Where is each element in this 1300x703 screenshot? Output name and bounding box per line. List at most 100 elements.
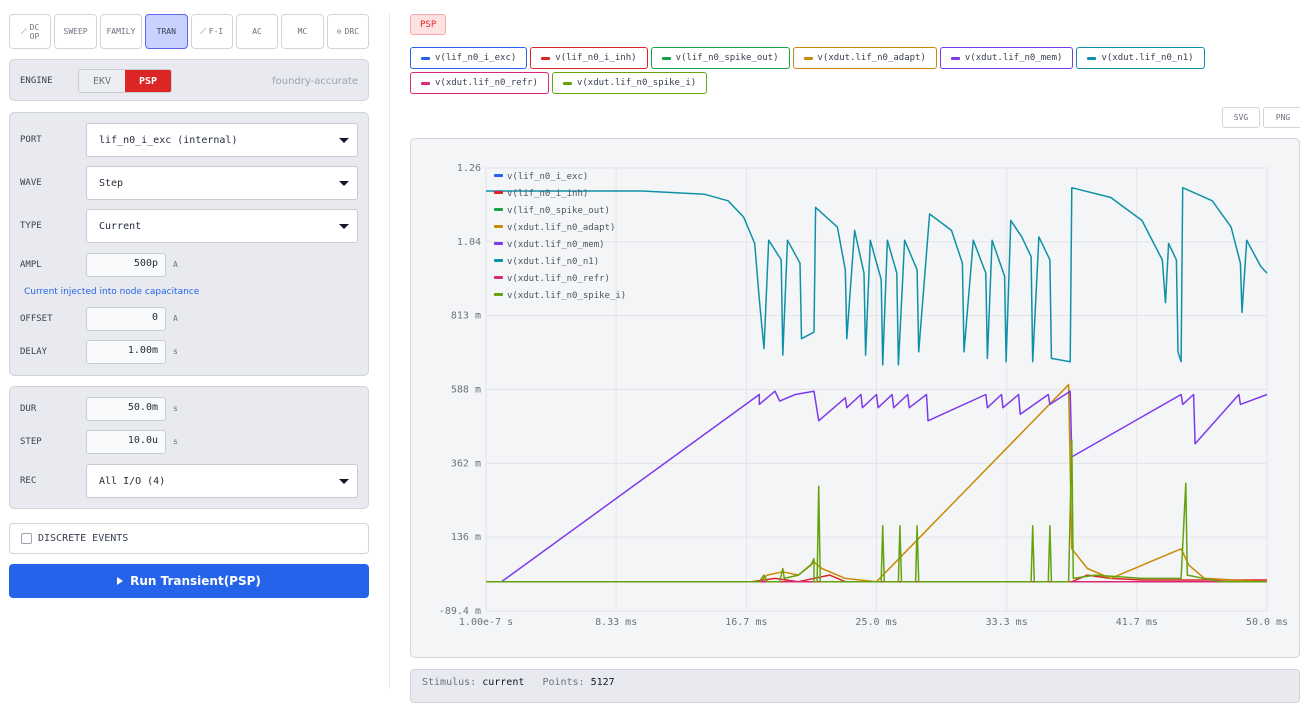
legend-swatch — [494, 259, 503, 262]
signal-chip-label: v(lif_n0_spike_out) — [675, 53, 779, 63]
signal-chip[interactable]: v(lif_n0_spike_out) — [650, 47, 790, 69]
sim-card: DUR 50.0m s STEP 10.0u s REC All I/O (4) — [9, 386, 369, 509]
signal-chip[interactable]: v(xdut.lif_n0_adapt) — [792, 47, 937, 69]
run-button[interactable]: Run Transient(PSP) — [9, 564, 369, 598]
rec-label: REC — [20, 476, 37, 486]
signal-chip-label: v(xdut.lif_n0_spike_i) — [576, 78, 697, 88]
legend-swatch — [494, 242, 503, 245]
wave-select[interactable]: Step — [86, 166, 358, 200]
left-panel: ⟋ DC OP SWEEP FAMILY TRAN ⟋ F-I AC MC ⊙ DRC ENGINE… — [9, 14, 369, 598]
mode-tab-label: DC OP — [29, 22, 40, 41]
chevron-down-icon — [339, 138, 349, 143]
engine-toggle: EKV PSP — [78, 69, 172, 93]
type-label: TYPE — [20, 221, 42, 231]
type-select[interactable]: Current — [86, 209, 358, 243]
legend-label: v(lif_n0_i_inh) — [507, 189, 588, 199]
mode-tab-drc[interactable]: ⊙ DRC — [326, 14, 369, 49]
engine-card: ENGINE EKV PSP foundry-accurate — [9, 59, 369, 101]
engine-option-psp[interactable]: PSP — [125, 70, 171, 92]
mode-tab-label: DRC — [344, 27, 359, 36]
mode-tab-sweep[interactable]: SWEEP — [54, 14, 97, 49]
y-tick-label: -89.4 m — [439, 606, 481, 617]
chevron-down-icon — [339, 181, 349, 186]
x-tick-label: 1.00e-7 s — [459, 617, 513, 628]
mode-tab-mc[interactable]: MC — [281, 14, 324, 49]
legend-label: v(xdut.lif_n0_refr) — [507, 274, 610, 284]
mode-tab-dc-op[interactable]: ⟋ DC OP — [9, 14, 52, 49]
mode-tab-f-i[interactable]: ⟋ F-I — [190, 14, 233, 49]
mode-tab-label: AC — [252, 27, 262, 36]
stimulus-card: PORT lif_n0_i_exc (internal) WAVE Step T… — [9, 112, 369, 376]
rec-select[interactable]: All I/O (4) — [86, 464, 358, 498]
ampl-label: AMPL — [20, 260, 42, 270]
signal-chip-label: v(xdut.lif_n0_mem) — [964, 53, 1063, 63]
check-circle-icon: ⊙ — [336, 27, 342, 36]
dur-unit: s — [173, 404, 178, 413]
delay-unit: s — [173, 347, 178, 356]
results-footer: Stimulus: current Points: 5127 — [410, 669, 1300, 703]
series-line — [501, 390, 1268, 583]
mode-tab-label: F-I — [208, 27, 224, 36]
chevron-down-icon — [339, 479, 349, 484]
signal-chip[interactable]: v(xdut.lif_n0_spike_i) — [551, 72, 708, 94]
signal-chip[interactable]: v(xdut.lif_n0_refr) — [410, 72, 549, 94]
checkbox-icon[interactable] — [21, 533, 32, 544]
legend-swatch — [494, 225, 503, 228]
dur-input[interactable]: 50.0m — [86, 397, 166, 421]
export-png-button[interactable]: PNG — [1263, 107, 1300, 128]
signal-chip-label: v(lif_n0_i_exc) — [435, 53, 517, 63]
mode-tab-label: TRAN — [156, 27, 176, 36]
footer-stimulus-label: Stimulus: — [422, 677, 477, 688]
step-input[interactable]: 10.0u — [86, 430, 166, 454]
wave-value: Step — [99, 177, 124, 189]
mode-tab-ac[interactable]: AC — [235, 14, 279, 49]
series-line — [486, 439, 1267, 583]
discrete-events-label: DISCRETE EVENTS — [38, 533, 129, 544]
chart-line-icon: ⟋ — [200, 27, 206, 36]
waveform-plot[interactable]: 1.00e-7 s 8.33 ms 16.7 ms 25.0 ms 33.3 ms 41.… — [410, 138, 1300, 658]
signal-chip[interactable]: v(xdut.lif_n0_n1) — [1076, 47, 1205, 69]
legend-label: v(xdut.lif_n0_n1) — [507, 257, 599, 267]
legend-label: v(lif_n0_spike_out) — [507, 206, 610, 216]
mode-tab-label: FAMILY — [106, 27, 136, 36]
ampl-input[interactable]: 500p — [86, 253, 166, 277]
mode-tab-label: MC — [297, 27, 308, 36]
discrete-events-toggle[interactable]: DISCRETE EVENTS — [9, 523, 369, 554]
x-tick-label: 16.7 ms — [725, 617, 767, 628]
panel-divider — [389, 14, 390, 689]
play-icon — [117, 577, 124, 585]
engine-option-ekv[interactable]: EKV — [79, 70, 125, 92]
legend-label: v(xdut.lif_n0_adapt) — [507, 223, 615, 233]
port-label: PORT — [20, 135, 42, 145]
signal-chip[interactable]: v(lif_n0_i_inh) — [530, 47, 648, 69]
signal-chips: v(lif_n0_i_exc) v(lif_n0_i_inh) v(lif_n0_s… — [410, 47, 1300, 94]
chart-line-icon: ⟋ — [21, 27, 27, 36]
export-svg-button[interactable]: SVG — [1222, 107, 1260, 128]
delay-input[interactable]: 1.00m — [86, 340, 166, 364]
dur-label: DUR — [20, 404, 37, 414]
offset-unit: A — [173, 314, 178, 323]
mode-tab-tran[interactable]: TRAN — [145, 14, 188, 49]
series-swatch — [803, 56, 813, 60]
footer-stimulus-value: current — [482, 677, 525, 688]
engine-badge: PSP — [410, 14, 447, 35]
legend-label: v(lif_n0_i_exc) — [507, 172, 588, 182]
type-value: Current — [99, 220, 142, 232]
signal-chip[interactable]: v(lif_n0_i_exc) — [410, 47, 528, 69]
legend-label: v(xdut.lif_n0_spike_i) — [507, 291, 626, 301]
engine-note: foundry-accurate — [272, 75, 358, 87]
y-tick-label: 136 m — [451, 532, 481, 543]
step-label: STEP — [20, 437, 42, 447]
y-tick-label: 362 m — [451, 458, 481, 469]
series-swatch — [421, 56, 430, 60]
legend-swatch — [494, 208, 503, 211]
rec-value: All I/O (4) — [99, 475, 166, 487]
mode-tab-family[interactable]: FAMILY — [99, 14, 143, 49]
offset-input[interactable]: 0 — [86, 307, 166, 331]
signal-chip[interactable]: v(xdut.lif_n0_mem) — [939, 47, 1074, 69]
series-swatch — [421, 81, 430, 85]
delay-label: DELAY — [20, 347, 48, 357]
y-tick-label: 588 m — [451, 385, 481, 396]
port-select[interactable]: lif_n0_i_exc (internal) — [86, 123, 358, 157]
y-tick-label: 1.26 — [457, 163, 481, 174]
